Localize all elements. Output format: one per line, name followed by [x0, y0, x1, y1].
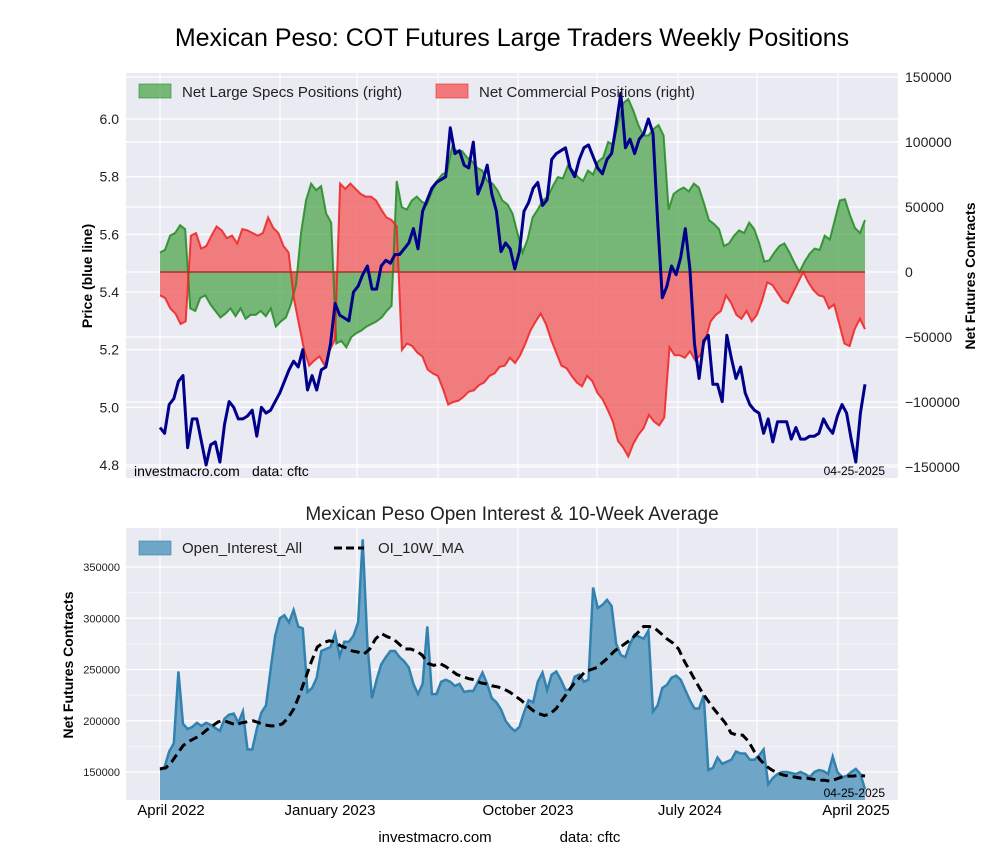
price-tick-label: 5.6 — [100, 226, 120, 242]
contracts-tick-label: −100000 — [905, 394, 960, 410]
watermark-site: investmacro.com — [134, 463, 240, 479]
oi-tick-label: 300000 — [83, 613, 120, 625]
contracts-axis: −150000 −100000 −50000 0 50000 100000 150000 — [905, 69, 960, 475]
commercial-area — [160, 183, 865, 457]
oi-tick-label: 250000 — [83, 665, 120, 677]
watermark-source: data: cftc — [252, 463, 309, 479]
legend-label-ma: OI_10W_MA — [378, 540, 464, 557]
open-interest-area — [160, 539, 865, 800]
contracts-tick-label: 50000 — [905, 199, 944, 215]
price-axis-label: Price (blue line) — [79, 224, 95, 328]
legend-swatch-comm — [435, 83, 469, 99]
price-axis: 4.8 5.0 5.2 5.4 5.6 5.8 6.0 — [100, 111, 120, 473]
legend-label-oi: Open_Interest_All — [182, 540, 302, 557]
oi-area-group — [159, 539, 867, 800]
contracts-axis-label: Net Futures Contracts — [962, 202, 978, 349]
date-tick-label: July 2024 — [658, 802, 722, 819]
figure-title: Mexican Peso: COT Futures Large Traders … — [175, 24, 849, 52]
price-tick-label: 5.8 — [100, 169, 120, 185]
price-line — [158, 91, 867, 467]
footer-site: investmacro.com — [378, 829, 491, 846]
date-tick-label: April 2022 — [137, 802, 205, 819]
footer-source: data: cftc — [560, 829, 621, 846]
open-interest-line — [159, 539, 867, 790]
oi-chart-title: Mexican Peso Open Interest & 10-Week Ave… — [305, 504, 718, 525]
price-tick-label: 4.8 — [100, 457, 120, 473]
legend-label-specs: Net Large Specs Positions (right) — [182, 84, 402, 101]
contracts-tick-label: 150000 — [905, 69, 952, 85]
ma-line — [159, 625, 866, 783]
date-tick-label: January 2023 — [285, 802, 376, 819]
oi-tick-label: 200000 — [83, 716, 120, 728]
positions-areas — [159, 97, 866, 459]
price-tick-label: 5.2 — [100, 342, 120, 358]
oi-last-date-label: 04-25-2025 — [824, 786, 886, 800]
contracts-tick-label: 0 — [905, 264, 913, 280]
oi-ma-group — [159, 625, 866, 783]
oi-tick-label: 350000 — [83, 562, 120, 574]
price-tick-label: 5.0 — [100, 399, 120, 415]
legend-label-comm: Net Commercial Positions (right) — [479, 84, 695, 101]
price-tick-label: 5.4 — [100, 284, 120, 300]
open-interest-chart: 150000 200000 250000 300000 350000 April 202… — [60, 528, 898, 819]
contracts-tick-label: −150000 — [905, 459, 960, 475]
oi-tick-label: 150000 — [83, 767, 120, 779]
price-line-group — [158, 91, 867, 467]
oi-axis-label: Net Futures Contracts — [60, 591, 76, 738]
legend-swatch-specs — [138, 83, 172, 99]
positions-legend: Net Large Specs Positions (right) Net Co… — [138, 83, 695, 101]
contracts-tick-label: 100000 — [905, 134, 952, 150]
positions-chart: 4.8 5.0 5.2 5.4 5.6 5.8 6.0 −150000 −100000 −500… — [79, 69, 978, 479]
oi-y-axis: 150000 200000 250000 300000 350000 — [83, 562, 120, 779]
price-tick-label: 6.0 — [100, 111, 120, 127]
oi-x-axis: April 2022 January 2023 October 2023 July 2… — [137, 802, 890, 819]
contracts-tick-label: −50000 — [905, 329, 952, 345]
specs-line — [159, 97, 866, 350]
commercial-line — [159, 181, 866, 459]
date-tick-label: October 2023 — [483, 802, 574, 819]
legend-swatch-oi — [138, 540, 172, 556]
oi-legend: Open_Interest_All OI_10W_MA — [138, 540, 464, 557]
date-tick-label: April 2025 — [822, 802, 890, 819]
last-date-label: 04-25-2025 — [824, 464, 886, 478]
